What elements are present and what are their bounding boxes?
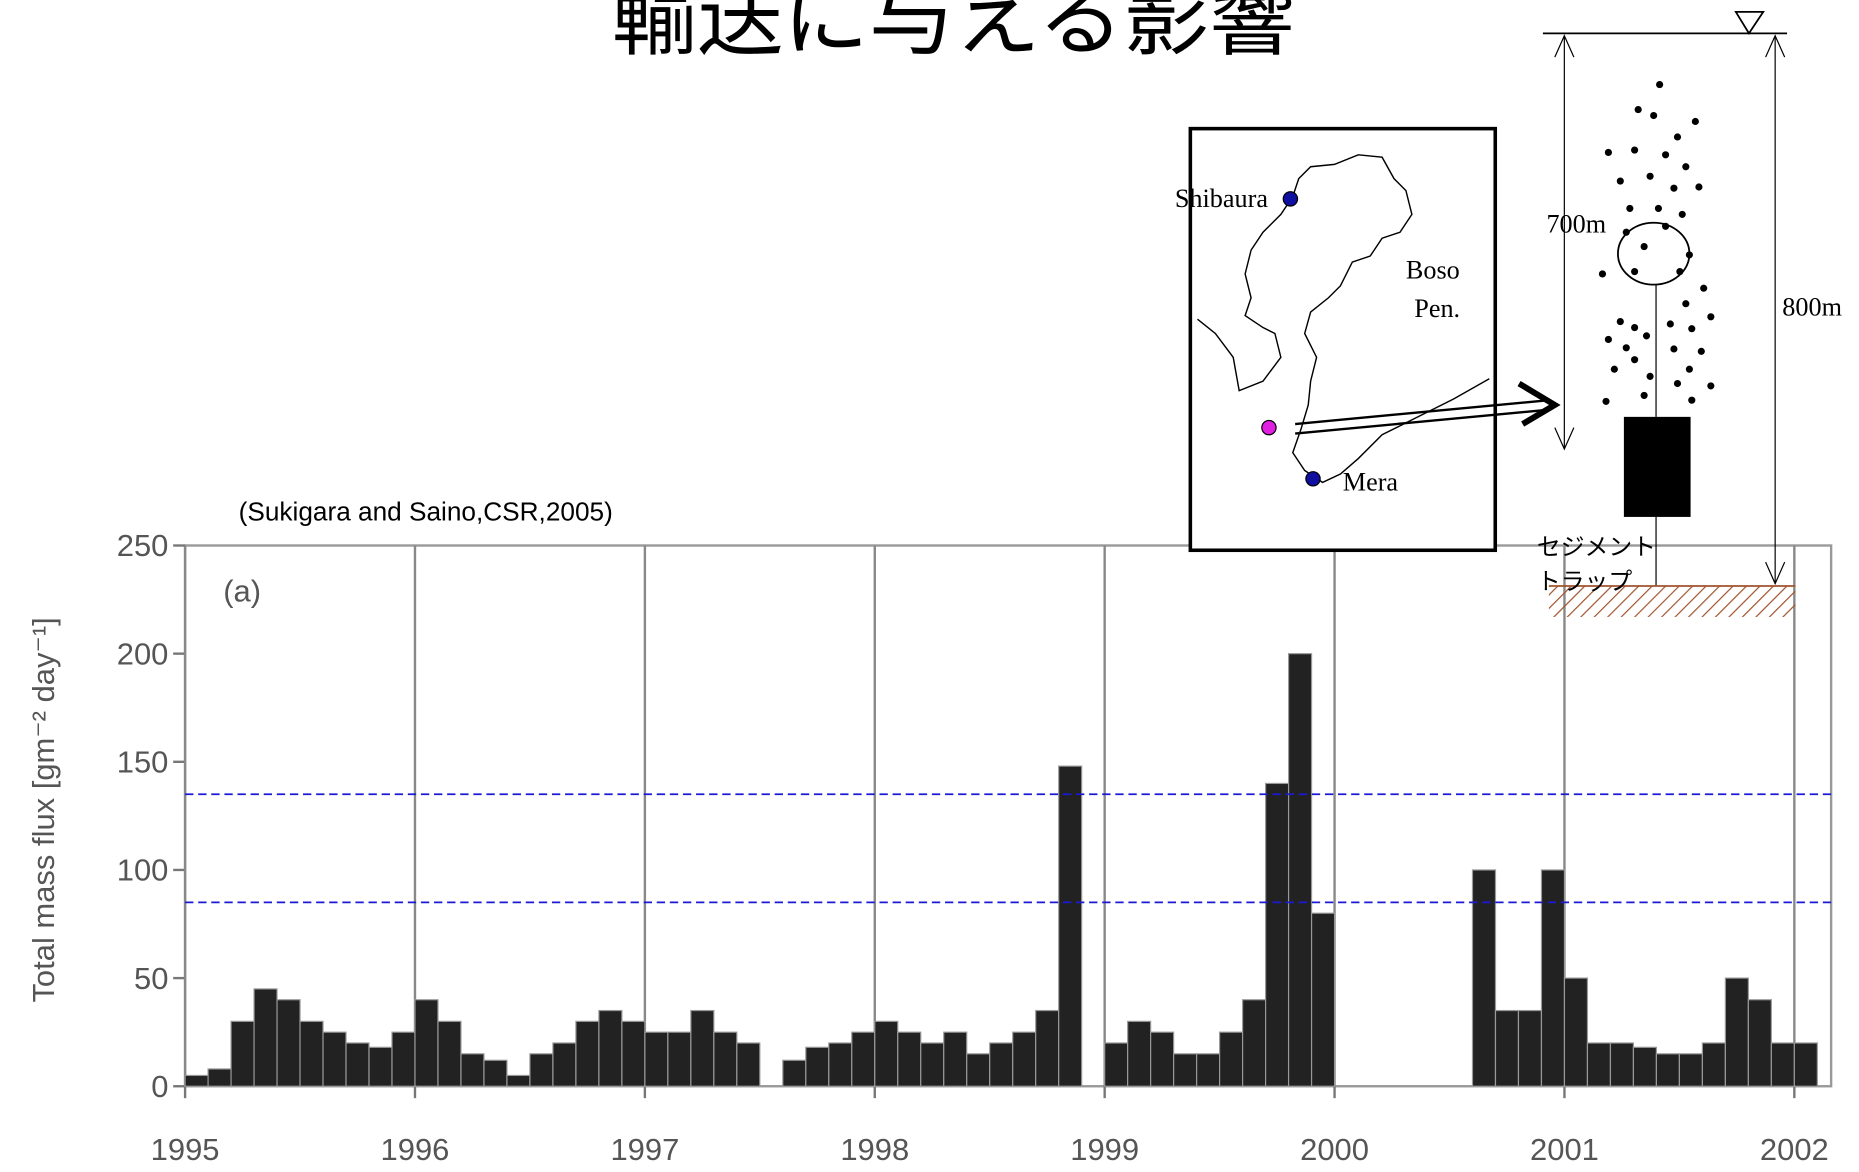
y-tick-label: 150 <box>117 745 169 780</box>
float <box>1618 223 1689 285</box>
bar <box>921 1043 944 1086</box>
x-tick-label: 1999 <box>1070 1132 1139 1167</box>
bar <box>1312 913 1335 1086</box>
bar <box>1633 1047 1656 1086</box>
x-tick-label: 1998 <box>840 1132 909 1167</box>
bar <box>1702 1043 1725 1086</box>
bar <box>668 1032 691 1086</box>
trap-body <box>1624 417 1691 517</box>
bar <box>1794 1043 1817 1086</box>
x-tick-label: 2001 <box>1530 1132 1599 1167</box>
bar <box>1495 1011 1518 1087</box>
bar <box>783 1060 806 1086</box>
map-label: Boso <box>1406 256 1460 285</box>
bar <box>806 1047 829 1086</box>
bar <box>1243 1000 1266 1087</box>
bar <box>1013 1032 1036 1086</box>
bar <box>277 1000 300 1087</box>
x-tick-label: 1996 <box>381 1132 450 1167</box>
y-tick-label: 250 <box>117 528 169 563</box>
bar <box>1174 1054 1197 1086</box>
bar <box>1771 1043 1794 1086</box>
bar <box>300 1021 323 1086</box>
bar <box>714 1032 737 1086</box>
citation: (Sukigara and Saino,CSR,2005) <box>239 496 613 526</box>
bar <box>898 1032 921 1086</box>
map-label: Shibaura <box>1175 184 1268 213</box>
bar <box>576 1021 599 1086</box>
bar <box>231 1021 254 1086</box>
page: 輸送に与える影響 (Sukigara and Saino,CSR,2005) (… <box>0 0 1859 1172</box>
bar <box>553 1043 576 1086</box>
y-tick-label: 100 <box>117 853 169 888</box>
bar <box>829 1043 852 1086</box>
bar <box>1105 1043 1128 1086</box>
panel-label: (a) <box>223 573 261 608</box>
bar <box>1587 1043 1610 1086</box>
plot-area: 0 50 100 150 200 250 1995 1996 1997 1998 1999 2000 2… <box>117 528 1831 1167</box>
bar <box>990 1043 1013 1086</box>
x-tick-label: 1997 <box>610 1132 679 1167</box>
bar <box>737 1043 760 1086</box>
bar <box>852 1032 875 1086</box>
trap-label: トラップ <box>1537 569 1632 596</box>
bar <box>1610 1043 1633 1086</box>
bar <box>346 1043 369 1086</box>
map-label: Mera <box>1343 468 1399 497</box>
arrow-head <box>1519 384 1555 424</box>
bar <box>1151 1032 1174 1086</box>
bar <box>875 1021 898 1086</box>
x-tick-label: 2000 <box>1300 1132 1369 1167</box>
bar <box>392 1032 415 1086</box>
bar <box>1289 654 1312 1087</box>
bar <box>622 1021 645 1086</box>
station-point <box>1306 472 1320 486</box>
map-label: Pen. <box>1414 294 1460 323</box>
bar <box>1059 766 1082 1086</box>
bar <box>1679 1054 1702 1086</box>
bar <box>369 1047 392 1086</box>
bar <box>461 1054 484 1086</box>
bar <box>967 1054 990 1086</box>
inset-map: Shibaura Boso Pen. Mera <box>1175 129 1555 551</box>
bar <box>645 1032 668 1086</box>
bar <box>1266 783 1289 1086</box>
bar <box>438 1021 461 1086</box>
trap-diagram: 700m 800m セジメント トラップ <box>1537 12 1842 617</box>
bar <box>208 1069 231 1086</box>
slide: 輸送に与える影響 (Sukigara and Saino,CSR,2005) (… <box>0 0 1859 1172</box>
y-axis-label: Total mass flux [gm⁻² day⁻¹] <box>26 617 61 1002</box>
bar <box>1564 978 1587 1086</box>
depth-label: 800m <box>1782 293 1842 322</box>
bar <box>1518 1011 1541 1087</box>
trap-label: セジメント <box>1537 534 1656 561</box>
trap-point <box>1262 420 1276 434</box>
station-point <box>1283 192 1297 206</box>
bar <box>1748 1000 1771 1087</box>
bar <box>691 1011 714 1087</box>
bar <box>185 1075 208 1086</box>
bar <box>507 1075 530 1086</box>
y-tick-label: 0 <box>151 1069 168 1104</box>
y-tick-label: 200 <box>117 636 169 671</box>
slide-title: 輸送に与える影響 <box>612 0 1295 67</box>
bar <box>254 989 277 1086</box>
x-tick-label: 1995 <box>151 1132 220 1167</box>
bar <box>599 1011 622 1087</box>
bar <box>323 1032 346 1086</box>
bar <box>530 1054 553 1086</box>
bar <box>944 1032 967 1086</box>
bar <box>1197 1054 1220 1086</box>
surface-marker <box>1736 12 1763 33</box>
y-tick-label: 50 <box>134 961 168 996</box>
depth-label: 700m <box>1546 209 1606 238</box>
bar <box>415 1000 438 1087</box>
bar <box>1128 1021 1151 1086</box>
bar <box>1036 1011 1059 1087</box>
bar <box>1656 1054 1679 1086</box>
bar <box>1220 1032 1243 1086</box>
bar <box>484 1060 507 1086</box>
x-tick-label: 2002 <box>1760 1132 1829 1167</box>
bar <box>1725 978 1748 1086</box>
